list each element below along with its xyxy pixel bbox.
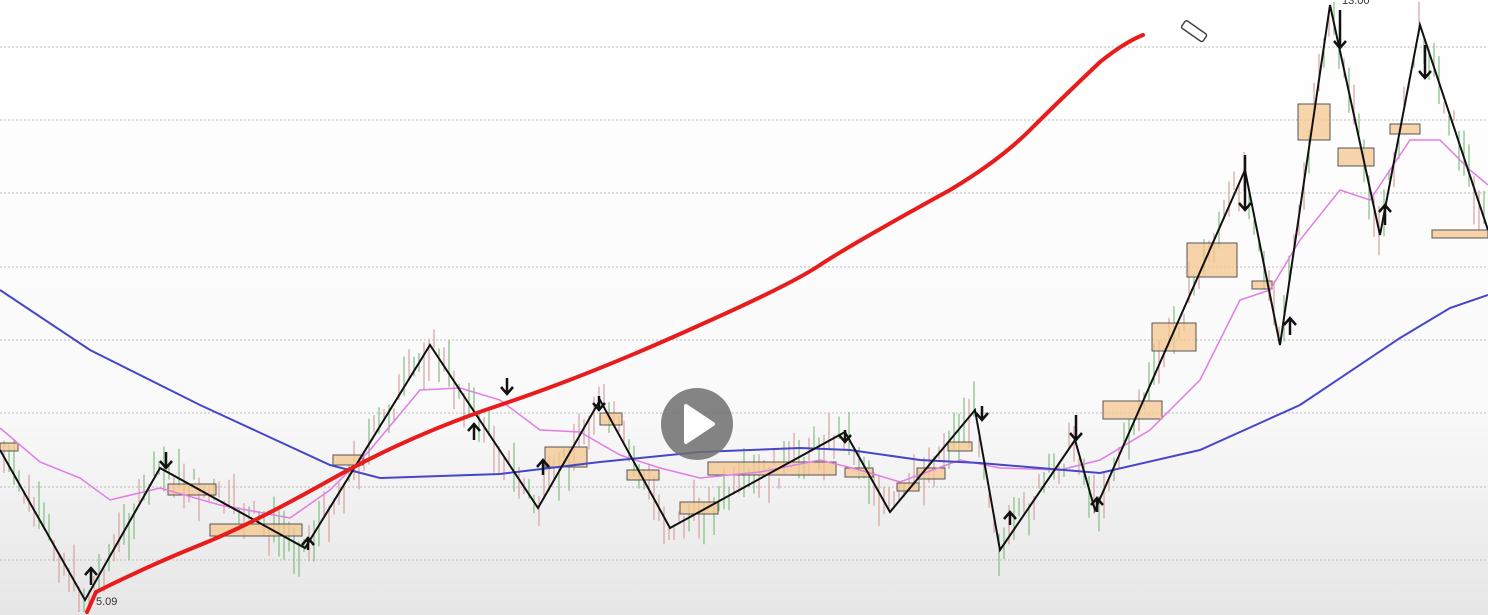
red-annotation-curve: [85, 33, 1145, 614]
zone: [1431, 229, 1488, 239]
up-arrow: [1378, 203, 1392, 225]
down-arrow: [592, 396, 606, 412]
down-arrow: [975, 406, 989, 422]
zone: [947, 441, 973, 452]
down-arrow: [500, 378, 514, 396]
down-arrow: [838, 430, 852, 444]
zone: [679, 501, 719, 515]
down-arrow: [1333, 10, 1347, 50]
zigzag: [0, 4, 1488, 603]
up-arrow: [301, 536, 315, 550]
pen-body: [1180, 20, 1208, 43]
zone: [1186, 242, 1238, 278]
pen-cursor: [1180, 20, 1208, 43]
short-moving-average: [0, 139, 1488, 519]
zone: [332, 454, 364, 466]
high-price-label: 13.00: [1342, 0, 1370, 7]
zone: [707, 461, 837, 476]
grid: [0, 46, 1488, 561]
down-arrow: [1069, 415, 1083, 442]
zone: [916, 467, 946, 480]
arrows: [84, 10, 1432, 585]
long-moving-average: [0, 289, 1488, 480]
down-arrow: [1418, 45, 1432, 80]
zone: [1389, 123, 1421, 135]
up-arrow: [84, 566, 98, 585]
down-arrow: [159, 452, 173, 470]
zone: [1337, 147, 1375, 167]
zone: [1151, 322, 1197, 352]
up-arrow: [1283, 316, 1297, 335]
zone: [844, 467, 874, 478]
play-icon[interactable]: [684, 404, 715, 444]
low-price-label: 5.09: [96, 596, 117, 608]
up-arrow: [536, 458, 550, 475]
zones: [0, 103, 1488, 537]
zone: [1102, 400, 1163, 420]
up-arrow: [1003, 510, 1017, 525]
up-arrow: [467, 422, 481, 440]
up-arrow: [1090, 496, 1104, 512]
play-button[interactable]: [661, 388, 733, 460]
zone: [0, 442, 19, 452]
down-arrow: [1238, 155, 1252, 212]
zone: [1251, 280, 1273, 290]
